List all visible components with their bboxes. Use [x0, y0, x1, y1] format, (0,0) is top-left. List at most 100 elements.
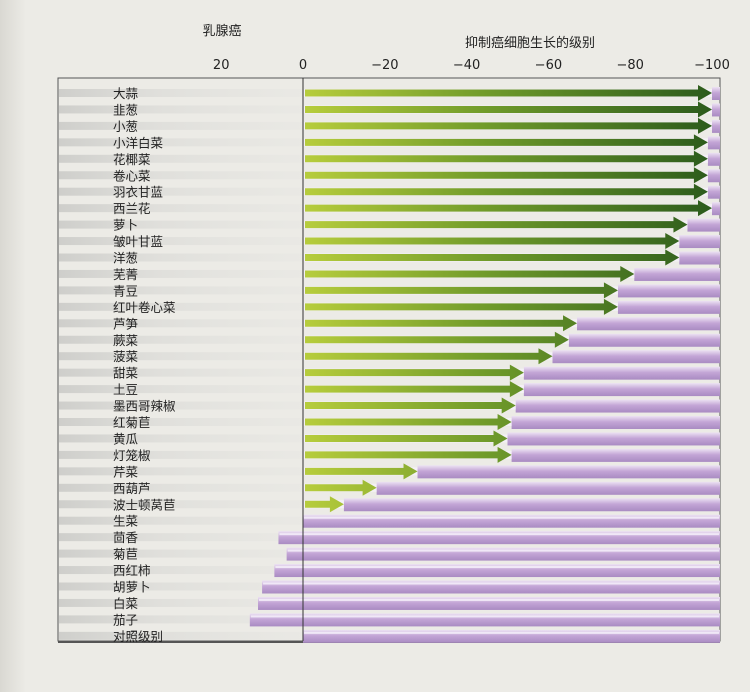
category-label: 洋葱: [113, 251, 138, 266]
row-stripe: [59, 269, 303, 278]
bar-purple: [712, 202, 720, 216]
category-label: 芜菁: [113, 267, 138, 282]
category-label: 黄瓜: [113, 431, 139, 446]
bar-highlight: [304, 631, 719, 634]
inhibition-arrow: [305, 117, 712, 134]
row-stripe: [59, 302, 303, 311]
bar-purple: [286, 547, 720, 561]
left-title: 乳腺癌: [202, 23, 241, 39]
row-stripe: [59, 500, 303, 509]
bar-purple: [511, 416, 720, 429]
bar-purple: [712, 119, 720, 133]
row-stripe: [59, 582, 303, 591]
category-label: 西红柿: [113, 563, 151, 578]
bar-highlight: [275, 566, 719, 569]
bar-purple: [679, 251, 720, 265]
bar-highlight: [263, 582, 719, 585]
bar-purple: [712, 103, 720, 117]
inhibition-arrow: [305, 216, 688, 233]
row-stripe: [59, 204, 303, 213]
row-stripe: [59, 138, 303, 147]
row-stripe: [59, 286, 303, 295]
bar-purple: [712, 87, 720, 100]
bar-purple: [552, 350, 720, 364]
inhibition-arrow: [305, 183, 708, 200]
inhibition-arrow: [305, 463, 418, 480]
inhibition-arrow: [305, 348, 553, 365]
inhibition-arrow: [305, 381, 524, 398]
category-label: 茴香: [113, 530, 139, 545]
inhibition-arrow: [305, 134, 708, 151]
category-label: 芹菜: [113, 464, 139, 479]
row-stripe: [59, 171, 303, 180]
bar-highlight: [304, 516, 719, 519]
bar-purple: [568, 333, 720, 347]
row-stripe: [59, 450, 303, 459]
category-label: 小洋白菜: [113, 135, 164, 150]
row-stripe: [59, 319, 303, 328]
row-stripe: [59, 516, 303, 525]
row-stripe: [59, 467, 303, 476]
bar-purple: [258, 596, 720, 610]
inhibition-arrow: [305, 200, 712, 217]
inhibition-arrow: [305, 364, 524, 381]
category-label: 芦笋: [113, 316, 138, 331]
inhibition-arrow: [305, 479, 377, 496]
bar-purple: [577, 317, 720, 331]
tick-label: 20: [213, 58, 230, 73]
bar-purple: [278, 531, 720, 545]
bar-purple: [507, 432, 720, 446]
bar-purple: [707, 169, 720, 183]
row-stripe: [59, 598, 303, 607]
inhibition-arrow: [305, 315, 578, 332]
tick-label: −80: [616, 58, 643, 73]
row-stripe: [59, 418, 303, 426]
bar-purple: [274, 564, 720, 578]
inhibition-arrow: [305, 150, 708, 167]
category-label: 青豆: [113, 283, 138, 298]
category-label: 菊苣: [113, 547, 138, 562]
page-shadow: [0, 0, 26, 692]
row-stripe: [59, 533, 303, 542]
bar-purple: [303, 629, 720, 643]
bar-purple: [679, 235, 720, 249]
inhibition-arrow: [305, 85, 712, 101]
row-stripe: [59, 105, 303, 114]
bar-purple: [511, 448, 720, 462]
bar-purple: [303, 514, 720, 528]
row-stripe: [59, 237, 303, 246]
bar-purple: [515, 399, 720, 413]
inhibition-arrow: [305, 397, 516, 414]
bar-purple: [634, 267, 720, 281]
tick-label: −20: [371, 58, 398, 73]
bar-purple: [707, 152, 720, 166]
inhibition-arrow: [305, 167, 708, 184]
bar-purple: [523, 383, 720, 397]
category-label: 小葱: [113, 119, 138, 134]
bar-highlight: [259, 598, 719, 601]
row-stripe: [59, 483, 303, 492]
category-label: 甜菜: [113, 366, 139, 381]
bar-purple: [617, 300, 720, 314]
category-label: 波士顿莴苣: [113, 497, 176, 512]
category-label: 对照级别: [113, 629, 163, 644]
category-label: 花椰菜: [113, 152, 151, 167]
row-stripe: [59, 121, 303, 130]
row-stripe: [59, 187, 303, 196]
row-stripe: [59, 615, 303, 624]
row-stripe: [59, 368, 303, 377]
inhibition-arrow: [305, 331, 569, 348]
bar-purple: [343, 498, 720, 512]
row-stripe: [59, 401, 303, 410]
right-title: 抑制癌细胞生长的级别: [465, 35, 595, 51]
category-label: 土豆: [113, 382, 138, 397]
category-label: 茄子: [113, 612, 138, 627]
bar-purple: [617, 284, 720, 298]
bar-purple: [249, 613, 720, 627]
bar-purple: [707, 185, 720, 199]
inhibition-arrow: [305, 249, 680, 266]
row-stripe: [59, 89, 303, 97]
bar-purple: [262, 580, 720, 594]
category-label: 萝卜: [113, 218, 138, 233]
